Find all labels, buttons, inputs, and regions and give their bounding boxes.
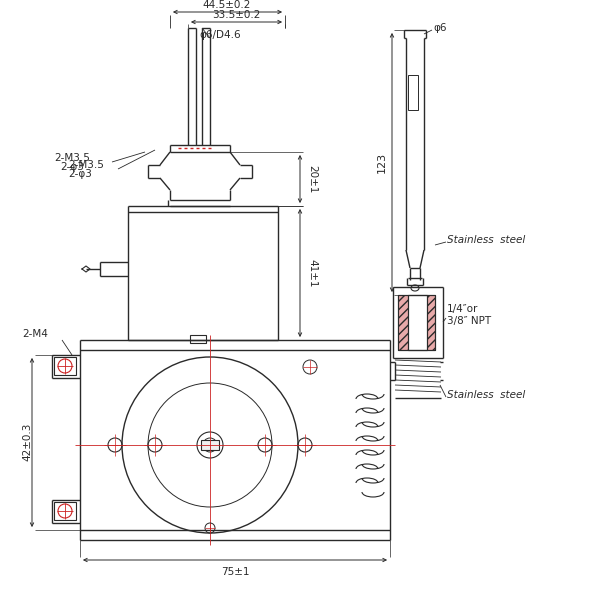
Bar — [398, 295, 408, 350]
Text: 20±1: 20±1 — [307, 165, 317, 193]
Text: φ6: φ6 — [433, 23, 446, 33]
Text: 123: 123 — [377, 151, 387, 173]
Text: 2-M4: 2-M4 — [22, 329, 48, 339]
Text: Stainless  steel: Stainless steel — [447, 235, 525, 245]
Bar — [54, 357, 76, 375]
Bar — [408, 75, 418, 110]
Text: 42±0.3: 42±0.3 — [22, 423, 32, 461]
Text: 75±1: 75±1 — [221, 567, 249, 577]
Bar — [190, 335, 206, 343]
Text: φ6/D4.6: φ6/D4.6 — [199, 30, 241, 40]
Text: 2-M3.5: 2-M3.5 — [68, 160, 104, 170]
Bar — [54, 502, 76, 520]
Bar — [398, 295, 408, 350]
Text: 33.5±0.2: 33.5±0.2 — [212, 10, 260, 20]
Text: Stainless  steel: Stainless steel — [447, 390, 525, 400]
Text: 2-M3.5: 2-M3.5 — [54, 153, 90, 163]
Bar — [201, 440, 219, 450]
Text: 2-φ3: 2-φ3 — [60, 162, 84, 172]
Text: 1/4″or
3/8″ NPT: 1/4″or 3/8″ NPT — [447, 304, 491, 326]
Text: 2-φ3: 2-φ3 — [68, 169, 92, 179]
Text: 44.5±0.2: 44.5±0.2 — [203, 0, 251, 10]
Text: 41±1: 41±1 — [307, 259, 317, 287]
Bar — [427, 295, 435, 350]
Bar — [427, 295, 435, 350]
